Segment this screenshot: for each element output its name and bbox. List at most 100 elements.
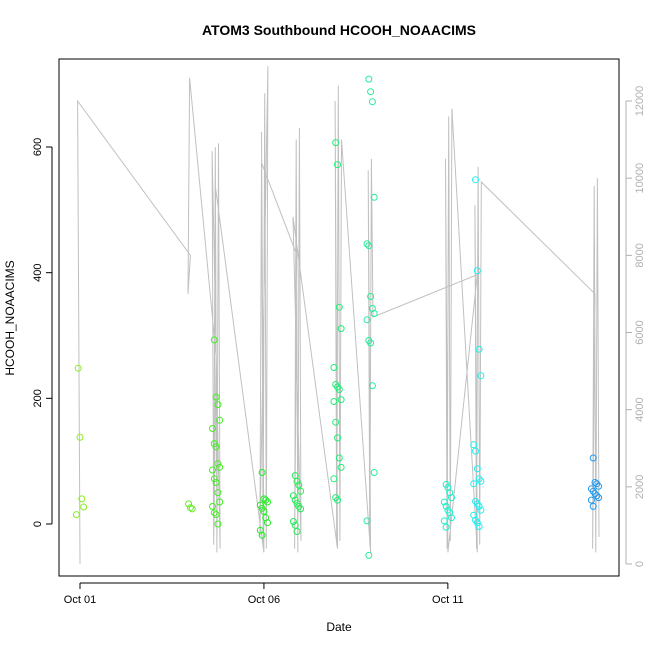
data-point xyxy=(289,518,297,525)
x-tick-label: Oct 01 xyxy=(64,594,96,606)
x-axis-label: Date xyxy=(326,620,352,634)
data-point xyxy=(214,489,222,497)
data-point xyxy=(297,487,305,495)
data-point xyxy=(370,193,378,201)
data-point xyxy=(470,441,478,449)
data-point xyxy=(475,523,483,530)
data-point xyxy=(264,519,271,527)
data-point xyxy=(367,88,375,96)
data-point xyxy=(332,139,340,147)
x-tick-label: Oct 11 xyxy=(432,594,464,606)
data-point xyxy=(475,345,483,353)
data-point xyxy=(212,393,220,401)
data-point xyxy=(330,475,338,483)
data-point xyxy=(289,492,297,500)
data-point xyxy=(473,267,481,275)
data-point xyxy=(212,511,220,519)
data-point xyxy=(264,498,271,506)
data-point xyxy=(214,460,222,468)
data-point xyxy=(72,511,80,519)
data-point xyxy=(335,303,343,311)
data-point xyxy=(258,469,266,476)
data-point xyxy=(365,551,373,559)
data-point xyxy=(295,481,303,489)
right-tick-label: 8000 xyxy=(634,243,646,267)
data-point xyxy=(472,447,479,455)
data-point xyxy=(330,364,338,371)
data-point xyxy=(477,372,485,380)
data-point xyxy=(216,498,224,506)
data-point xyxy=(334,434,341,442)
data-point xyxy=(212,443,220,451)
secondary-trace-line xyxy=(77,66,600,565)
data-point xyxy=(210,336,218,344)
data-point xyxy=(367,339,375,347)
data-point xyxy=(370,469,378,476)
data-point xyxy=(260,507,268,515)
data-point xyxy=(475,502,483,510)
left-y-axis: 0 200 400 600 xyxy=(32,138,53,527)
data-point xyxy=(337,463,345,471)
data-point xyxy=(209,425,216,432)
data-point xyxy=(448,494,455,502)
data-point xyxy=(473,465,481,473)
data-point xyxy=(209,502,216,510)
data-point xyxy=(76,433,84,441)
data-point xyxy=(477,506,485,514)
secondary-trace-layer xyxy=(77,66,600,565)
data-point xyxy=(216,416,224,424)
data-point xyxy=(80,503,88,511)
data-point xyxy=(591,490,599,498)
data-point xyxy=(214,520,222,528)
data-point xyxy=(293,528,301,535)
data-point xyxy=(365,75,373,83)
right-tick-label: 10000 xyxy=(634,163,646,194)
left-tick-label: 200 xyxy=(32,389,44,407)
data-point xyxy=(587,496,595,504)
data-point xyxy=(214,401,222,409)
left-tick-label: 0 xyxy=(32,521,44,527)
data-point xyxy=(262,496,270,504)
y-axis-label: HCOOH_NOAACIMS xyxy=(3,260,17,375)
data-point xyxy=(589,454,597,462)
x-tick-label: Oct 06 xyxy=(248,594,280,606)
data-point xyxy=(363,316,371,324)
data-point xyxy=(337,396,345,404)
data-point xyxy=(365,242,373,250)
right-tick-label: 0 xyxy=(634,561,646,567)
data-point xyxy=(335,386,343,393)
data-point xyxy=(363,240,371,248)
data-point xyxy=(330,398,338,405)
data-point xyxy=(185,500,193,508)
data-point xyxy=(368,382,376,390)
right-tick-label: 4000 xyxy=(634,397,646,421)
data-point xyxy=(334,496,341,504)
data-point xyxy=(448,514,455,522)
data-point xyxy=(370,310,378,317)
data-point xyxy=(367,293,375,300)
data-point xyxy=(297,505,305,513)
data-point xyxy=(337,325,345,333)
right-y-axis: 0 2000 4000 6000 8000 10000 12000 xyxy=(625,86,646,567)
data-point xyxy=(210,475,218,483)
chart-title: ATOM3 Southbound HCOOH_NOAACIMS xyxy=(202,22,476,38)
data-point xyxy=(440,517,448,525)
data-point xyxy=(470,480,478,488)
data-point xyxy=(593,492,601,500)
data-points-layer xyxy=(72,75,603,559)
left-tick-label: 600 xyxy=(32,138,44,156)
data-point xyxy=(368,98,376,106)
data-point xyxy=(293,477,301,485)
data-point xyxy=(472,176,479,184)
right-tick-label: 12000 xyxy=(634,86,646,117)
right-tick-label: 6000 xyxy=(634,320,646,344)
data-point xyxy=(186,504,194,512)
data-point xyxy=(332,418,340,426)
data-point xyxy=(363,517,371,525)
data-point xyxy=(216,463,224,471)
data-point xyxy=(442,523,450,531)
data-point xyxy=(212,479,220,486)
right-tick-label: 2000 xyxy=(634,475,646,499)
plot-frame xyxy=(58,58,620,577)
